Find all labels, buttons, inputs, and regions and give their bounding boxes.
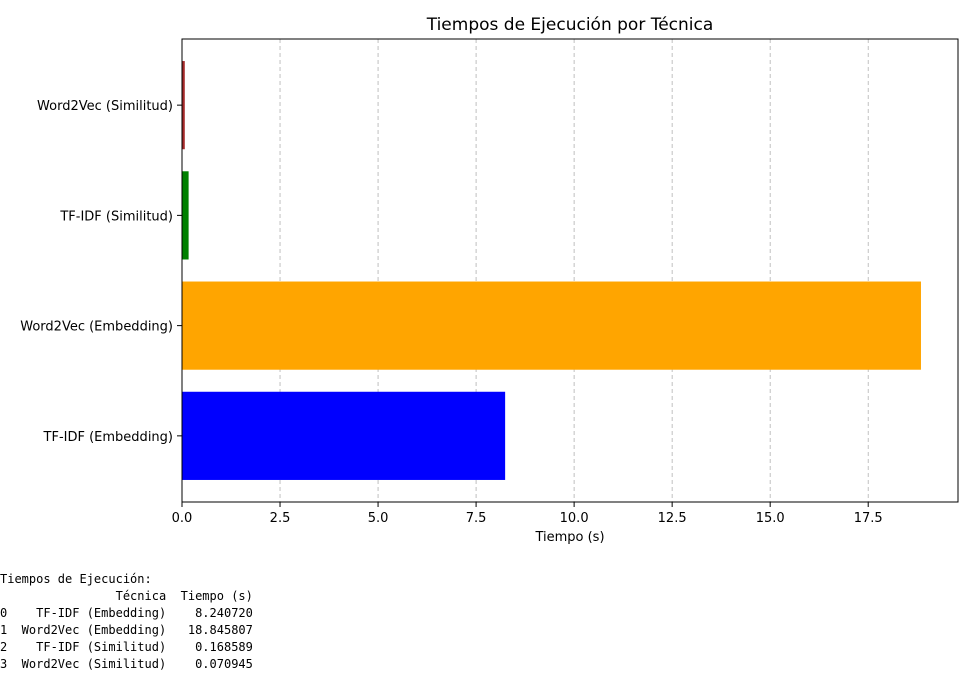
x-tick-label: 10.0 [560,511,589,526]
bar-chart: Tiempos de Ejecución por Técnica 0.0 2.5 5… [20,15,959,545]
y-category-label: TF-IDF (Embedding) [43,430,173,445]
grid-lines [181,39,869,502]
bar [182,281,921,370]
x-axis-ticks: 0.0 2.5 5.0 7.5 10.0 12.5 15.0 17.5 [172,502,883,526]
y-category-label: Word2Vec (Similitud) [37,99,173,114]
console-heading: Tiempos de Ejecución: [0,572,152,586]
x-tick-label: 7.5 [466,511,487,526]
x-tick-label: 5.0 [368,511,389,526]
x-tick-label: 17.5 [854,511,883,526]
chart-title: Tiempos de Ejecución por Técnica [426,15,714,35]
x-tick-label: 0.0 [172,511,193,526]
bar [182,391,506,480]
console-table-rows: 0 TF-IDF (Embedding) 8.240720 1 Word2Vec… [0,606,253,671]
console-output: Tiempos de Ejecución: Técnica Tiempo (s)… [0,571,253,673]
y-axis-categories: TF-IDF (Embedding) Word2Vec (Embedding) TF… [20,99,182,445]
plot-frame [181,38,959,503]
console-table-header: Técnica Tiempo (s) [0,589,253,603]
bar [182,171,189,260]
x-tick-label: 15.0 [756,511,785,526]
bar [182,61,185,150]
x-tick-label: 2.5 [270,511,291,526]
x-tick-label: 12.5 [658,511,687,526]
bars [182,61,921,480]
y-category-label: Word2Vec (Embedding) [20,320,173,335]
y-category-label: TF-IDF (Similitud) [59,209,173,224]
x-axis-label: Tiempo (s) [534,530,604,545]
